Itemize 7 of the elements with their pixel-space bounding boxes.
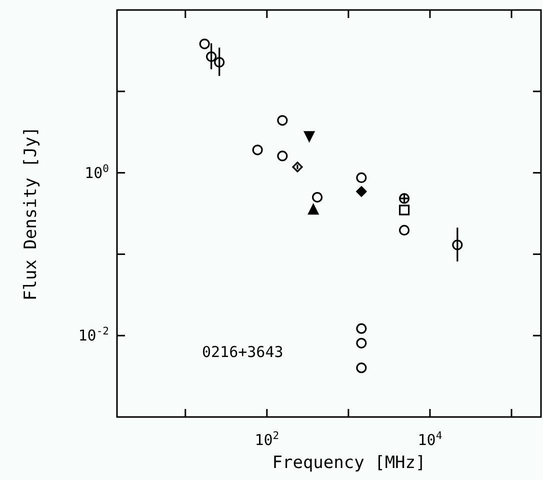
y-tick-label: 10$^{0}$ xyxy=(84,162,109,182)
x-tick-label: 10$^{4}$ xyxy=(418,430,442,449)
x-tick-label: 10$^{2}$ xyxy=(254,430,280,449)
y-tick-label: 10$^{-2}$ xyxy=(78,326,109,345)
y-axis-title: Flux Density [Jy] xyxy=(21,126,41,300)
annotation: 0216+3643 xyxy=(202,343,284,361)
x-axis-title: Frequency [MHz] xyxy=(272,453,426,473)
